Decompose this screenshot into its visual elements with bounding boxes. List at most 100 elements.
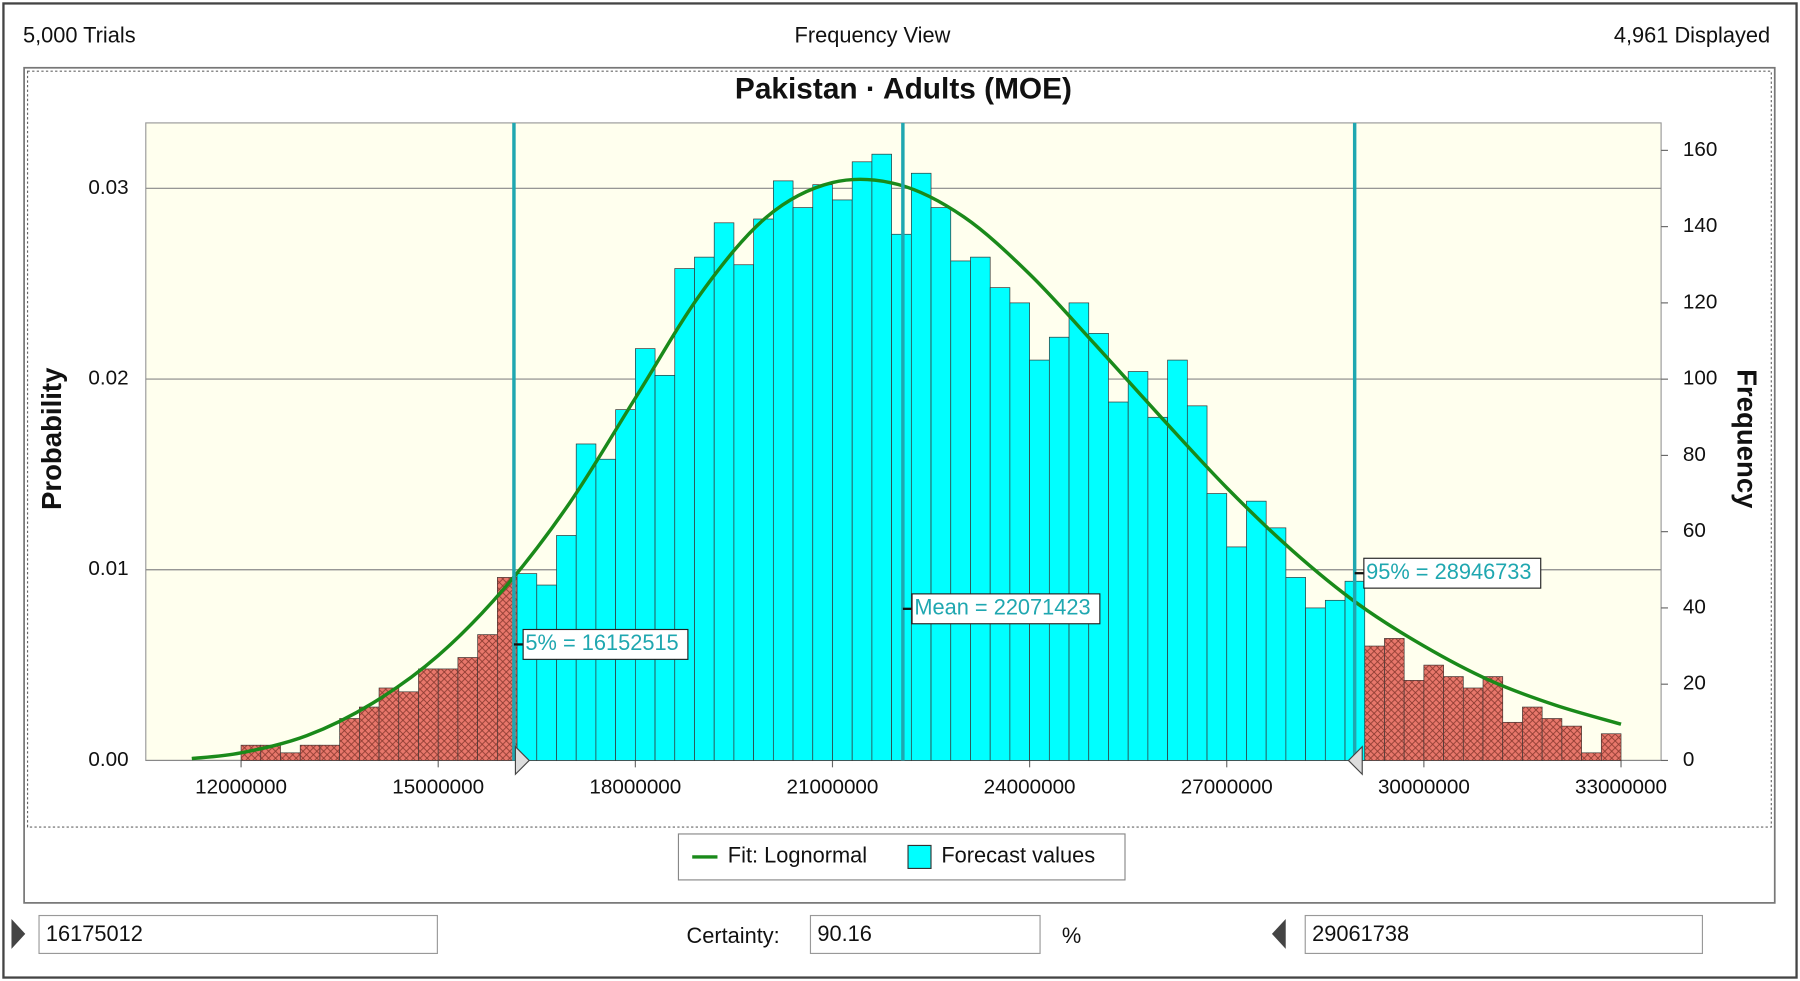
- x-tick-label: 18000000: [589, 775, 681, 798]
- bar-hatch: [339, 718, 360, 761]
- lower-grabber-icon[interactable]: [11, 918, 26, 949]
- bar: [1226, 546, 1247, 761]
- bar-hatch: [1542, 718, 1562, 761]
- bar: [1167, 359, 1188, 761]
- bar-hatch: [1384, 638, 1405, 761]
- bar-hatch: [1364, 646, 1385, 761]
- y2-tick-label: 120: [1683, 290, 1717, 313]
- marker-label-box: [911, 593, 1101, 625]
- y-axis-label: Probability: [36, 367, 67, 510]
- certainty-grabber[interactable]: [514, 745, 531, 776]
- y-tick-label: 0.00: [88, 748, 128, 771]
- bar-hatch: [280, 752, 301, 761]
- bar: [1147, 416, 1168, 761]
- bar: [1088, 333, 1109, 761]
- bar: [812, 184, 833, 761]
- certainty-grabber[interactable]: [1347, 745, 1363, 776]
- lower-input[interactable]: [38, 914, 438, 955]
- x-tick-label: 33000000: [1575, 775, 1667, 798]
- bar-hatch: [497, 577, 518, 761]
- bar: [970, 256, 991, 761]
- bar-hatch: [1502, 722, 1523, 761]
- bar-hatch: [477, 634, 498, 761]
- bar: [674, 268, 695, 761]
- bar: [733, 264, 754, 761]
- bar: [950, 260, 971, 761]
- bar-hatch: [359, 707, 380, 761]
- bar: [1265, 527, 1287, 761]
- upper-grabber-icon[interactable]: [1271, 918, 1286, 949]
- bar-hatch: [1443, 676, 1464, 761]
- x-tick-label: 24000000: [984, 775, 1076, 798]
- bar: [753, 218, 774, 761]
- displayed-count: 4,961 Displayed: [1614, 23, 1770, 48]
- bar: [930, 207, 952, 761]
- bar: [713, 222, 735, 761]
- bar: [792, 207, 814, 761]
- y-tick-label: 0.02: [88, 366, 128, 389]
- bar-hatch: [1561, 726, 1582, 761]
- marker-label: 95% = 28946733: [1366, 559, 1531, 584]
- bar: [1068, 302, 1090, 761]
- x-tick-label: 12000000: [195, 775, 287, 798]
- y-tick-label: 0.03: [88, 176, 128, 199]
- legend: [677, 833, 1126, 881]
- bar-hatch: [319, 745, 340, 761]
- bar-hatch: [1581, 752, 1602, 761]
- view-name[interactable]: Frequency View: [795, 23, 951, 48]
- bar: [1206, 493, 1228, 761]
- marker-label-box: [1363, 557, 1542, 589]
- x-tick-label: 15000000: [392, 775, 484, 798]
- plot: 0.00 0.01 0.02 0.03 0 20 40 60 80 100 120 140 160 120…: [88, 122, 1717, 798]
- bar: [851, 161, 873, 761]
- certainty-input[interactable]: [809, 914, 1041, 955]
- marker-label: 5% = 16152515: [525, 630, 678, 655]
- y2-tick-label: 20: [1683, 672, 1706, 695]
- trials-count: 5,000 Trials: [23, 23, 136, 48]
- bar: [871, 153, 892, 761]
- upper-input[interactable]: [1304, 914, 1703, 955]
- bar: [1009, 302, 1030, 761]
- bar: [910, 172, 932, 761]
- legend-label: Forecast values: [941, 843, 1095, 868]
- bar: [1324, 599, 1346, 761]
- bar: [654, 374, 676, 761]
- marker-label: Mean = 22071423: [914, 595, 1090, 620]
- bar: [832, 199, 853, 761]
- bar: [634, 348, 656, 761]
- y2-axis-label: Frequency: [1732, 369, 1763, 509]
- bar: [1029, 359, 1050, 761]
- bar-hatch: [1522, 707, 1543, 761]
- y-tick-label: 0.01: [88, 557, 128, 580]
- bar: [1127, 371, 1149, 761]
- legend-items: Fit: Lognormal Forecast values: [692, 843, 1095, 870]
- bar-hatch: [438, 668, 458, 761]
- bar: [1048, 336, 1070, 761]
- y2-tick-label: 140: [1683, 214, 1717, 237]
- bar-hatch: [1463, 688, 1484, 761]
- y2-tick-label: 0: [1683, 748, 1694, 771]
- marker-label-box: [522, 628, 689, 660]
- bar: [536, 584, 557, 761]
- bar: [694, 256, 715, 761]
- certainty-input-value[interactable]: 90.16: [817, 921, 872, 946]
- certainty-label: Certainty:: [686, 923, 779, 948]
- bar-hatch: [1423, 665, 1444, 761]
- bar-hatch: [379, 688, 399, 761]
- y2-tick-label: 160: [1683, 138, 1717, 161]
- bar: [1285, 577, 1306, 761]
- legend-label: Fit: Lognormal: [728, 843, 867, 868]
- bar: [615, 409, 636, 761]
- bar: [595, 458, 616, 761]
- bar: [1246, 500, 1267, 761]
- bar-hatch: [1483, 676, 1503, 761]
- y2-tick-label: 40: [1683, 595, 1706, 618]
- bar-hatch: [398, 691, 419, 761]
- bar-hatch: [300, 745, 320, 761]
- lower-input-value[interactable]: 16175012: [46, 921, 143, 946]
- certainty-unit: %: [1062, 923, 1081, 948]
- bar: [1305, 607, 1326, 761]
- upper-input-value[interactable]: 29061738: [1312, 921, 1409, 946]
